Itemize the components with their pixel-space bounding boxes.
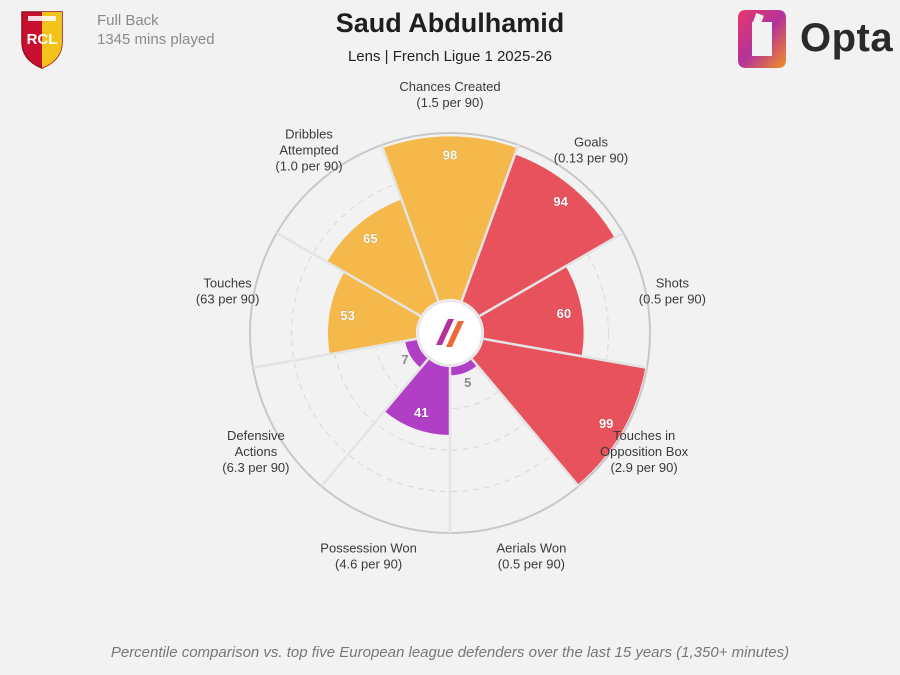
- category-label: Dribbles Attempted (1.0 per 90): [275, 127, 342, 174]
- grid-ring: [290, 173, 610, 493]
- value-label: 5: [464, 375, 471, 390]
- value-label: 41: [414, 405, 428, 420]
- spoke-line: [460, 144, 520, 302]
- value-label: 65: [363, 231, 377, 246]
- bar-segment: [328, 272, 421, 355]
- bar-segment: [327, 199, 439, 316]
- club-crest: RCL: [21, 11, 63, 69]
- value-label: 99: [599, 416, 613, 431]
- bar-segment: [461, 154, 615, 316]
- spoke-line: [252, 337, 417, 369]
- category-label: Shots (0.5 per 90): [639, 276, 706, 307]
- spoke-line: [276, 231, 422, 318]
- spoke-line: [483, 337, 648, 369]
- value-label: 53: [340, 308, 354, 323]
- category-label: Aerials Won (0.5 per 90): [496, 541, 566, 572]
- category-label: Touches in Opposition Box (2.9 per 90): [600, 428, 689, 475]
- svg-text:RCL: RCL: [27, 31, 58, 48]
- spoke-line: [320, 358, 430, 488]
- player-meta: Full Back 1345 mins played: [97, 11, 215, 49]
- bar-segment: [471, 338, 646, 485]
- spoke-line: [478, 231, 624, 318]
- page-title: Saud Abdulhamid: [335, 8, 565, 38]
- category-label: Defensive Actions (6.3 per 90): [222, 428, 289, 475]
- value-label: 98: [443, 147, 457, 162]
- opta-logo-icon: [738, 10, 786, 68]
- bar-segment: [384, 359, 450, 436]
- center-hub: [417, 300, 483, 366]
- category-label: Chances Created (1.5 per 90): [399, 79, 500, 110]
- footnote: Percentile comparison vs. top five Europ…: [110, 644, 790, 661]
- category-label: Goals (0.13 per 90): [554, 135, 628, 166]
- bar-segment: [405, 338, 429, 368]
- bar-segment: [450, 359, 478, 376]
- value-label: 94: [553, 194, 568, 209]
- bar-segment: [382, 136, 518, 302]
- value-label: 7: [401, 352, 408, 367]
- opta-logo-text: Opta: [800, 16, 894, 60]
- page-subtitle: Lens | French Ligue 1 2025-26: [347, 48, 553, 65]
- spoke-line: [380, 144, 440, 302]
- hub-mark: [446, 321, 464, 347]
- minutes-played: 1345 mins played: [97, 31, 215, 48]
- category-label: Possession Won (4.6 per 90): [320, 541, 417, 572]
- hub-mark: [436, 319, 454, 345]
- player-position: Full Back: [97, 12, 159, 29]
- bar-segment: [479, 266, 584, 357]
- spoke-line: [470, 358, 580, 488]
- category-label: Touches (63 per 90): [196, 276, 260, 307]
- value-label: 60: [557, 306, 571, 321]
